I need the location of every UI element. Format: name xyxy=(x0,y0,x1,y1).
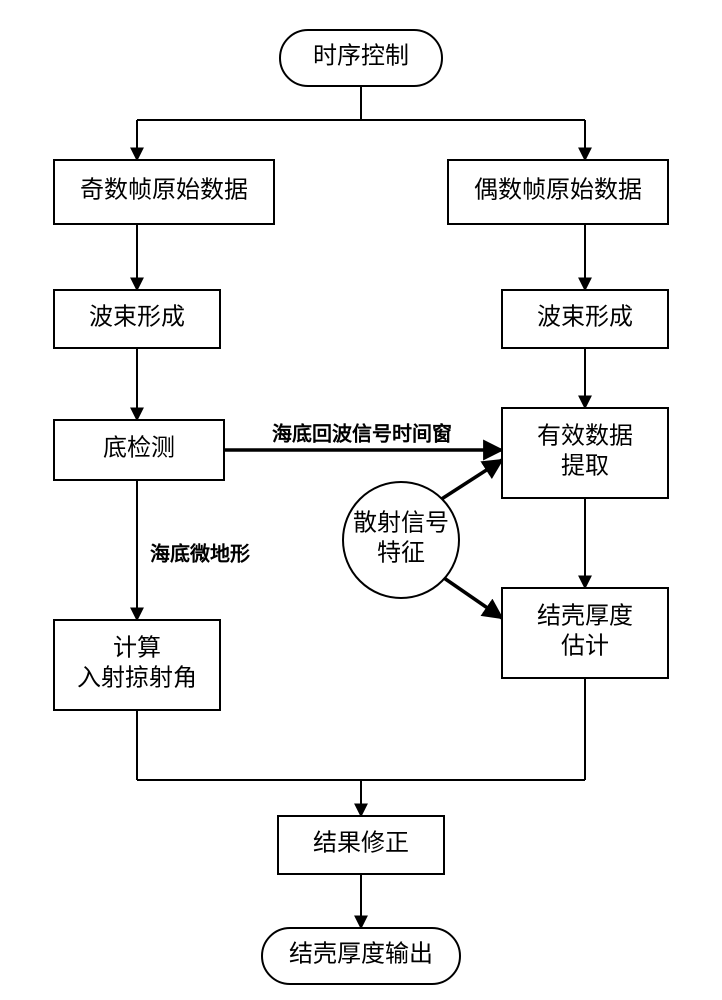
node-label: 特征 xyxy=(377,540,425,567)
node-label: 底检测 xyxy=(103,435,175,462)
node-label: 散射信号 xyxy=(353,510,449,537)
node-thick: 结壳厚度估计 xyxy=(502,588,668,678)
node-label: 奇数帧原始数据 xyxy=(80,177,248,204)
node-oddraw: 奇数帧原始数据 xyxy=(54,160,274,224)
flow-edge xyxy=(444,578,502,618)
node-label: 结壳厚度输出 xyxy=(289,941,433,968)
node-label: 提取 xyxy=(561,453,609,480)
edge-label: 海底回波信号时间窗 xyxy=(272,422,452,446)
node-label: 结壳厚度 xyxy=(537,603,633,630)
node-evenraw: 偶数帧原始数据 xyxy=(448,160,668,224)
node-extract: 有效数据提取 xyxy=(502,408,668,498)
node-bottom: 底检测 xyxy=(54,420,224,480)
node-label: 波束形成 xyxy=(537,304,633,331)
node-end: 结壳厚度输出 xyxy=(262,928,460,984)
node-label: 有效数据 xyxy=(537,423,633,450)
node-label: 计算 xyxy=(113,635,161,662)
node-label: 入射掠射角 xyxy=(77,665,197,692)
node-label: 时序控制 xyxy=(313,43,409,70)
node-angle: 计算入射掠射角 xyxy=(54,620,220,710)
node-label: 估计 xyxy=(561,633,609,660)
node-scatter: 散射信号特征 xyxy=(343,482,459,598)
node-label: 波束形成 xyxy=(89,304,185,331)
node-label: 偶数帧原始数据 xyxy=(474,177,642,204)
node-label: 结果修正 xyxy=(313,830,409,857)
node-bf_l: 波束形成 xyxy=(54,290,220,348)
node-bf_r: 波束形成 xyxy=(502,290,668,348)
node-start: 时序控制 xyxy=(280,30,442,86)
edge-label: 海底微地形 xyxy=(150,542,250,566)
node-correct: 结果修正 xyxy=(278,816,444,874)
flow-edge xyxy=(440,460,502,500)
